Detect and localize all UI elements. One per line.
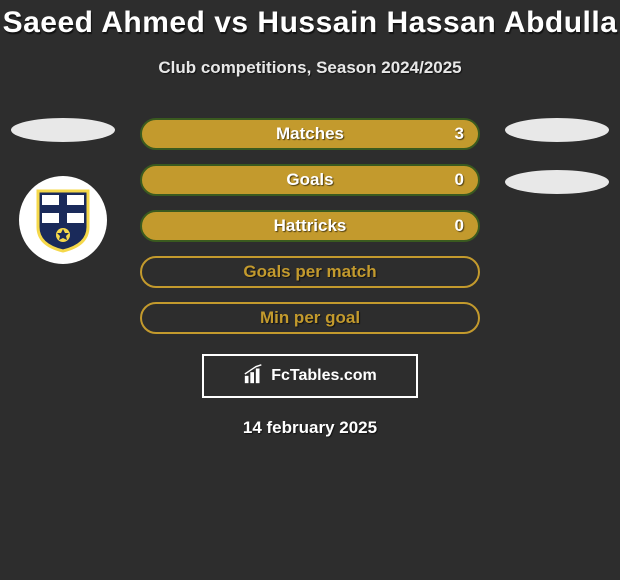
club-shield-icon: [34, 187, 92, 253]
stat-row-goals: Goals 0: [140, 164, 480, 196]
player-name-placeholder-right-1: [505, 118, 609, 142]
stat-label: Hattricks: [274, 216, 347, 236]
stat-label: Goals per match: [243, 262, 376, 282]
stat-label: Min per goal: [260, 308, 360, 328]
left-player-column: [8, 118, 118, 264]
bar-chart-icon: [243, 363, 265, 390]
subtitle: Club competitions, Season 2024/2025: [0, 58, 620, 78]
stat-row-matches: Matches 3: [140, 118, 480, 150]
stat-row-hattricks: Hattricks 0: [140, 210, 480, 242]
right-player-column: [502, 118, 612, 212]
page-title: Saeed Ahmed vs Hussain Hassan Abdulla: [0, 0, 620, 40]
stat-value-right: 0: [455, 170, 464, 190]
stat-value-right: 3: [455, 124, 464, 144]
brand-text: FcTables.com: [271, 367, 377, 385]
club-badge-left: [19, 176, 107, 264]
stat-label: Matches: [276, 124, 344, 144]
comparison-panel: Matches 3 Goals 0 Hattricks 0 Goals per …: [0, 118, 620, 438]
brand-watermark: FcTables.com: [202, 354, 418, 398]
stat-value-right: 0: [455, 216, 464, 236]
stat-row-min-per-goal: Min per goal: [140, 302, 480, 334]
player-name-placeholder-left: [11, 118, 115, 142]
player-name-placeholder-right-2: [505, 170, 609, 194]
stat-label: Goals: [286, 170, 333, 190]
stat-row-goals-per-match: Goals per match: [140, 256, 480, 288]
stat-bars: Matches 3 Goals 0 Hattricks 0 Goals per …: [140, 118, 480, 334]
date-label: 14 february 2025: [0, 418, 620, 438]
